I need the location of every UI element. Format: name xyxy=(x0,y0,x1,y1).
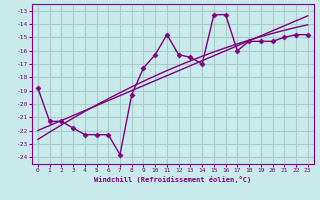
X-axis label: Windchill (Refroidissement éolien,°C): Windchill (Refroidissement éolien,°C) xyxy=(94,176,252,183)
